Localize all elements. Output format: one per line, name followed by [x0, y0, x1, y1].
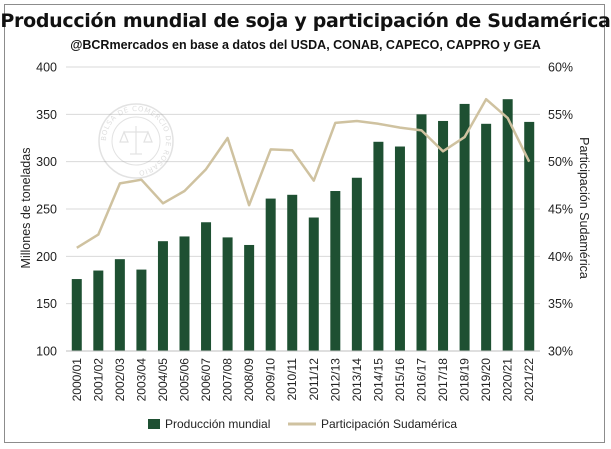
bar — [114, 259, 125, 351]
x-tick-label: 2020/21 — [501, 358, 515, 402]
x-axis-ticks: 2000/01 2001/02 2002/03 2003/04 2004/05 2005/… — [70, 358, 536, 402]
bar-series — [71, 99, 535, 352]
bar — [222, 237, 233, 351]
bar — [244, 244, 255, 351]
chart-subtitle: @BCRmercados en base a datos del USDA, C… — [70, 38, 541, 52]
x-tick-label: 2010/11 — [285, 358, 299, 401]
x-tick-label: 2018/19 — [458, 358, 472, 402]
y2-tick-label: 50% — [548, 155, 573, 169]
bar — [416, 114, 427, 351]
bar — [459, 103, 470, 351]
y-tick-label: 300 — [36, 155, 57, 169]
x-tick-label: 2006/07 — [199, 358, 213, 402]
y-axis-label: Millones de toneladas — [19, 148, 33, 269]
y-tick-label: 400 — [36, 61, 57, 75]
y2-axis-ticks: 30% 35% 40% 45% 50% 55% 60% — [548, 61, 573, 359]
y2-axis-label: Participación Sudamérica — [577, 137, 591, 279]
y-tick-label: 150 — [36, 297, 57, 311]
x-tick-label: 2000/01 — [70, 358, 84, 402]
x-tick-label: 2007/08 — [221, 358, 235, 402]
x-tick-label: 2021/22 — [522, 358, 536, 402]
bar — [438, 120, 449, 352]
x-tick-label: 2014/15 — [371, 358, 385, 402]
bar — [287, 194, 298, 351]
y2-tick-label: 60% — [548, 61, 573, 75]
x-tick-label: 2009/10 — [264, 358, 278, 402]
y-axis-ticks: 100 150 200 250 300 350 400 — [36, 61, 57, 359]
legend: Producción mundial Participación Sudamér… — [148, 417, 457, 431]
bar — [524, 121, 535, 351]
x-tick-label: 2013/14 — [350, 358, 364, 402]
legend-label-production: Producción mundial — [165, 417, 270, 431]
y-tick-label: 100 — [36, 345, 57, 359]
x-tick-label: 2011/12 — [307, 358, 321, 401]
x-tick-label: 2015/16 — [393, 358, 407, 402]
bar — [351, 177, 362, 351]
x-tick-label: 2001/02 — [91, 358, 105, 402]
bar — [201, 222, 212, 351]
y2-tick-label: 55% — [548, 108, 573, 122]
y-tick-label: 350 — [36, 108, 57, 122]
y2-tick-label: 40% — [548, 250, 573, 264]
y-tick-label: 250 — [36, 203, 57, 217]
bar — [179, 236, 190, 351]
x-tick-label: 2017/18 — [436, 358, 450, 402]
y2-tick-label: 45% — [548, 203, 573, 217]
line-series — [76, 97, 531, 249]
y2-tick-label: 35% — [548, 297, 573, 311]
bar — [93, 270, 104, 351]
y2-tick-label: 30% — [548, 345, 573, 359]
y-tick-label: 200 — [36, 250, 57, 264]
x-tick-label: 2019/20 — [479, 358, 493, 402]
watermark-seal: BOLSA DE COMERCIO DE ROSARIO — [98, 103, 174, 179]
x-tick-label: 2012/13 — [328, 358, 342, 402]
legend-label-share: Participación Sudamérica — [321, 417, 457, 431]
bar — [71, 279, 82, 351]
bar — [373, 141, 384, 351]
bar — [502, 99, 513, 351]
bar — [330, 191, 341, 351]
chart-title: Producción mundial de soja y participaci… — [0, 10, 611, 32]
x-tick-label: 2005/06 — [178, 358, 192, 402]
x-tick-label: 2016/17 — [415, 358, 429, 402]
bar — [265, 198, 276, 351]
bar — [308, 217, 319, 351]
legend-swatch-production — [148, 419, 160, 429]
x-tick-label: 2002/03 — [113, 358, 127, 402]
series-line — [76, 97, 531, 249]
x-tick-label: 2008/09 — [242, 358, 256, 402]
bar — [136, 269, 147, 351]
bar — [394, 146, 405, 351]
bar — [481, 123, 492, 351]
x-tick-label: 2004/05 — [156, 358, 170, 402]
bar — [157, 241, 168, 351]
x-tick-label: 2003/04 — [134, 358, 148, 402]
